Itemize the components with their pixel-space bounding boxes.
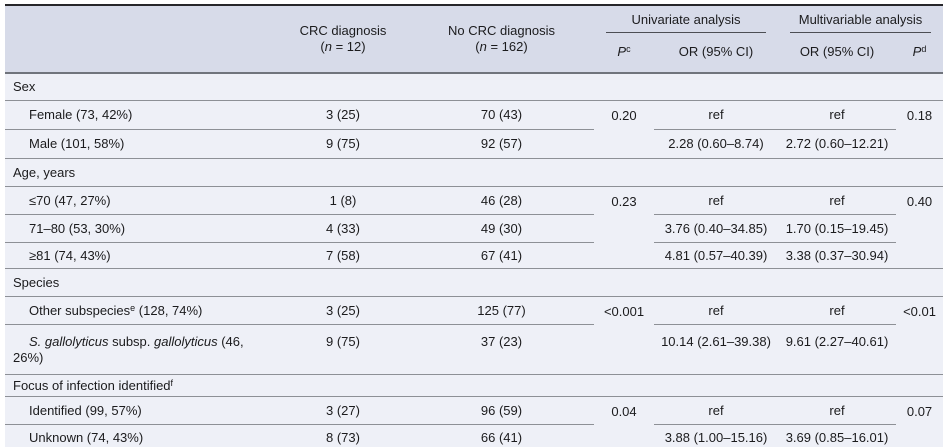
section-header-sex: Sex: [5, 72, 944, 102]
cell-p-multivariable: 0.18: [896, 100, 944, 160]
cell-or-univariate: ref: [654, 100, 779, 131]
cell-no-crc: 125 (77): [409, 296, 594, 326]
results-table: CRC diagnosis (n = 12) No CRC diagnosis …: [5, 4, 944, 447]
col-header-no-crc-diagnosis: No CRC diagnosis (n = 162): [409, 5, 594, 74]
multivariable-spanner-label: Multivariable analysis: [790, 12, 932, 33]
col-header-or-multivariable: OR (95% CI): [778, 32, 897, 74]
row-label: 71–80 (53, 30%): [5, 214, 277, 244]
table-row-age-le70: ≤70 (47, 27%) 1 (8) 46 (28) 0.23 ref ref…: [5, 186, 944, 270]
cell-crc: 4 (33): [277, 214, 409, 244]
cell-or-univariate: 2.28 (0.60–8.74): [654, 129, 779, 160]
cell-or-multivariable: 9.61 (2.27–40.61): [778, 324, 897, 376]
row-label: Unknown (74, 43%): [29, 429, 144, 445]
cell-p-univariate: <0.001: [594, 296, 654, 376]
table-row-female: Female (73, 42%) 3 (25) 70 (43) 0.20 ref…: [5, 100, 944, 160]
cell-no-crc: 37 (23): [409, 324, 594, 376]
section-header-age: Age, years: [5, 158, 944, 188]
col-header-multivariable-analysis: Multivariable analysis: [778, 5, 944, 33]
cell-or-univariate: ref: [654, 186, 779, 216]
table-row-male: Male (101, 58%) 9 (75) 92 (57) 2.28 (0.6…: [5, 129, 943, 160]
cell-no-crc: 92 (57): [409, 129, 594, 160]
cell-p-multivariable: 0.07: [906, 404, 933, 420]
table-row-s-gallolyticus: S. gallolyticus subsp. gallolyticus (46,…: [5, 324, 943, 376]
section-header-focus: Focus of infection identifiedf: [5, 374, 944, 398]
cell-p-univariate: 0.04: [611, 404, 637, 420]
table-row-other-subspecies: Other subspeciese (128, 74%) 3 (25) 125 …: [5, 296, 944, 376]
section-header-species: Species: [5, 268, 944, 298]
cell-no-crc: 49 (30): [409, 214, 594, 244]
cell-or-multivariable: 1.70 (0.15–19.45): [778, 214, 897, 244]
cell-or-multivariable: 3.38 (0.37–30.94): [778, 242, 897, 270]
row-label: ≤70 (47, 27%): [5, 186, 277, 216]
cell-or-multivariable: ref: [778, 100, 897, 131]
univariate-spanner-label: Univariate analysis: [606, 12, 767, 33]
crc-header-line2: (n = 12): [320, 38, 366, 54]
col-header-p-multivariable: Pd: [896, 32, 944, 74]
col-header-univariate-analysis: Univariate analysis: [594, 5, 779, 33]
cell-no-crc: 66 (41): [480, 429, 523, 445]
cell-crc: 7 (58): [277, 242, 409, 270]
cell-crc: 9 (75): [277, 324, 409, 376]
cell-or-univariate: 10.14 (2.61–39.38): [654, 324, 779, 376]
table-body: Sex Female (73, 42%) 3 (25) 70 (43) 0.20…: [5, 72, 944, 447]
cell-or-multivariable: ref: [778, 186, 897, 216]
section-label: Species: [5, 268, 944, 298]
cell-or-univariate: 4.81 (0.57–40.39): [654, 242, 779, 270]
table-row-age-71-80: 71–80 (53, 30%) 4 (33) 49 (30) 3.76 (0.4…: [5, 214, 943, 244]
table-row-age-ge81: ≥81 (74, 43%) 7 (58) 67 (41) 4.81 (0.57–…: [5, 242, 943, 270]
row-label: S. gallolyticus subsp. gallolyticus (46,…: [5, 324, 277, 376]
row-label: ≥81 (74, 43%): [5, 242, 277, 270]
cell-no-crc: 70 (43): [409, 100, 594, 131]
cell-p-univariate: 0.23: [594, 186, 654, 270]
row-label: Female (73, 42%): [5, 100, 277, 131]
cell-no-crc: 46 (28): [409, 186, 594, 216]
cell-or-multivariable: 2.72 (0.60–12.21): [778, 129, 897, 160]
section-label: Sex: [5, 72, 944, 102]
no-crc-header-line2: (n = 162): [475, 38, 528, 54]
cell-or-univariate: ref: [654, 396, 779, 426]
col-header-or-univariate: OR (95% CI): [654, 32, 779, 74]
crc-header-line1: CRC diagnosis: [299, 23, 387, 39]
cell-p-univariate: 0.20: [594, 100, 654, 160]
cell-crc: 9 (75): [277, 129, 409, 160]
row-label: Other subspeciese (128, 74%): [5, 296, 277, 326]
row-label: Male (101, 58%): [5, 129, 277, 160]
cell-crc: 3 (27): [277, 396, 409, 426]
cell-or-multivariable: ref: [778, 296, 897, 326]
cell-crc: 1 (8): [277, 186, 409, 216]
cell-or-multivariable: ref: [778, 396, 897, 426]
cell-crc: 3 (25): [277, 296, 409, 326]
table-row-unknown: Unknown (74, 43%) 8 (73) 66 (41) 3.88 (1…: [5, 425, 943, 447]
col-header-empty: [5, 5, 277, 74]
cell-or-multivariable: 3.69 (0.85–16.01): [785, 429, 889, 445]
cell-or-univariate: ref: [654, 296, 779, 326]
table-row-identified: Identified (99, 57%) 3 (27) 96 (59) 0.04…: [5, 396, 943, 426]
cell-crc: 8 (73): [326, 429, 360, 445]
col-header-p-univariate: Pc: [594, 32, 654, 74]
cell-p-multivariable: <0.01: [896, 296, 944, 376]
cell-no-crc: 67 (41): [409, 242, 594, 270]
no-crc-header-line1: No CRC diagnosis: [448, 23, 555, 39]
cell-p-multivariable: 0.40: [896, 186, 944, 270]
section-label: Focus of infection identifiedf: [5, 374, 944, 398]
cell-crc: 3 (25): [277, 100, 409, 131]
section-label: Age, years: [5, 158, 944, 188]
cell-no-crc: 96 (59): [409, 396, 594, 426]
cell-or-univariate: 3.76 (0.40–34.85): [654, 214, 779, 244]
col-header-crc-diagnosis: CRC diagnosis (n = 12): [277, 5, 409, 74]
table-header: CRC diagnosis (n = 12) No CRC diagnosis …: [5, 5, 944, 74]
row-label: Identified (99, 57%): [5, 396, 277, 426]
cell-or-univariate: 3.88 (1.00–15.16): [664, 429, 768, 445]
